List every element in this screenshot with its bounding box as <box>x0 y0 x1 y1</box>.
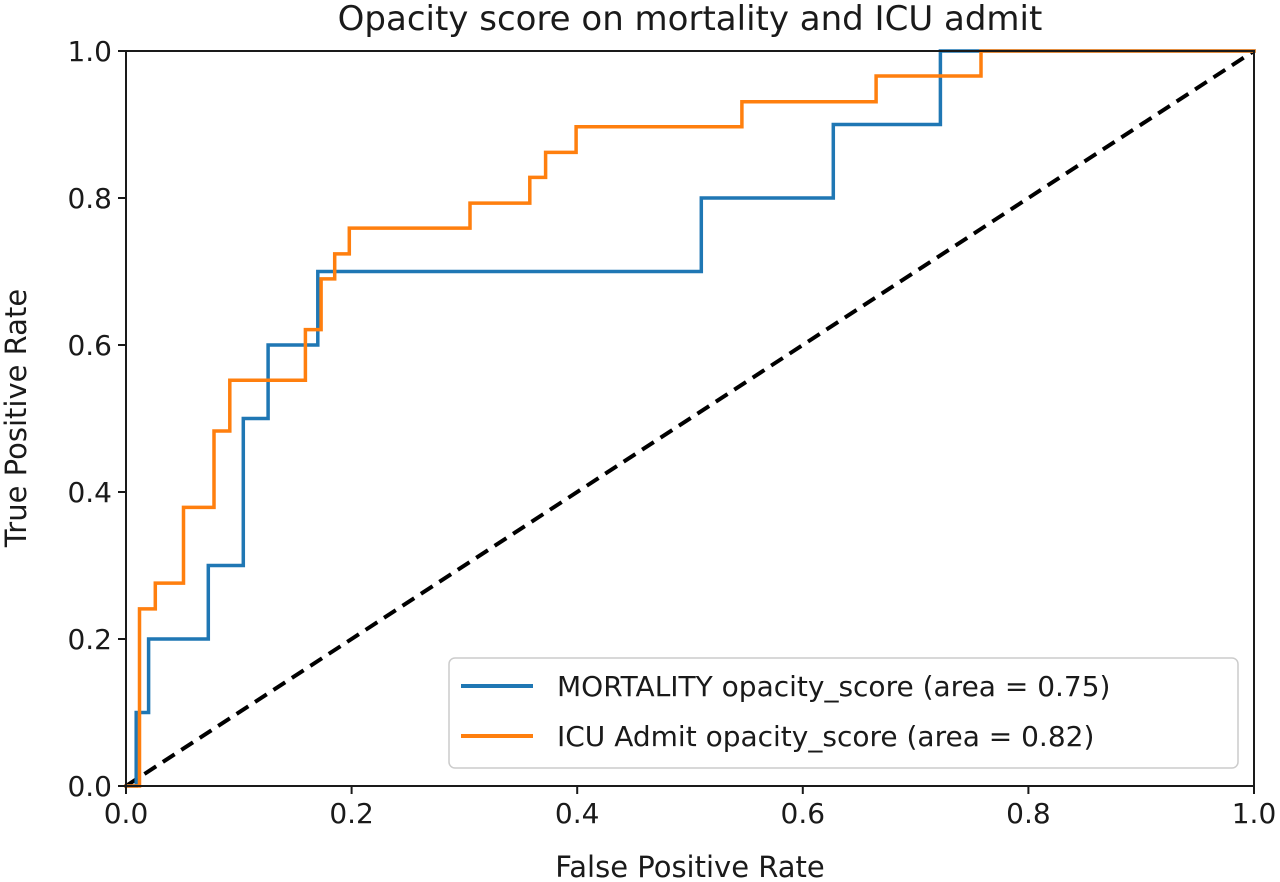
legend-box <box>448 657 1239 769</box>
y-axis-ticks: 0.0 0.2 0.4 0.6 0.8 1.0 <box>67 35 126 803</box>
legend-label-icu-admit: ICU Admit opacity_score (area = 0.82) <box>557 720 1094 753</box>
x-tick-label: 0.2 <box>329 797 374 830</box>
x-tick-label: 0.0 <box>104 797 149 830</box>
x-tick-label: 1.0 <box>1232 797 1277 830</box>
x-axis-ticks: 0.0 0.2 0.4 0.6 0.8 1.0 <box>104 786 1277 830</box>
chart-title: Opacity score on mortality and ICU admit <box>338 0 1043 39</box>
x-tick-label: 0.6 <box>781 797 826 830</box>
series-line-icu-admit <box>124 49 1256 788</box>
x-axis-label: False Positive Rate <box>555 850 825 882</box>
y-tick-label: 0.2 <box>67 623 112 656</box>
reference-diagonal-line <box>124 49 1256 788</box>
y-tick-label: 0.6 <box>67 329 112 362</box>
legend-label-mortality: MORTALITY opacity_score (area = 0.75) <box>557 670 1110 703</box>
y-axis-label: True Positive Rate <box>0 289 33 548</box>
y-tick-label: 1.0 <box>67 35 112 68</box>
x-tick-label: 0.8 <box>1006 797 1051 830</box>
y-tick-label: 0.4 <box>67 476 112 509</box>
series-layer <box>124 49 1256 788</box>
x-tick-label: 0.4 <box>555 797 600 830</box>
plot-frame <box>125 50 1255 787</box>
legend: MORTALITY opacity_score (area = 0.75) IC… <box>448 657 1239 769</box>
y-tick-label: 0.0 <box>67 770 112 803</box>
y-tick-label: 0.8 <box>67 182 112 215</box>
